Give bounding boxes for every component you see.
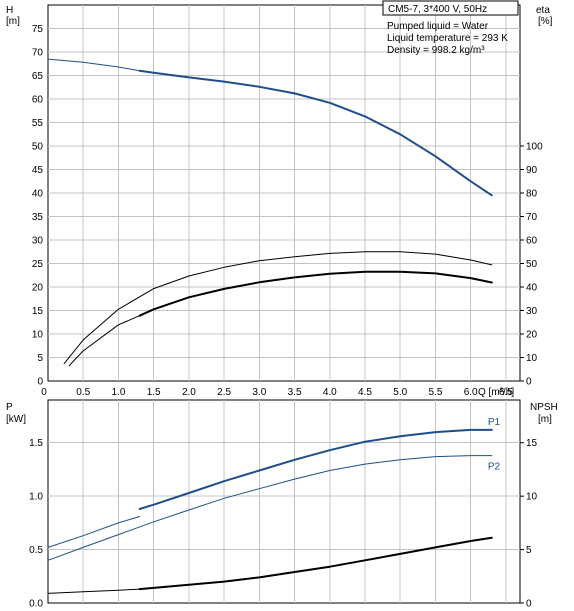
left-tick-label: 25 bbox=[32, 259, 44, 270]
series-line-0-2 bbox=[63, 251, 493, 365]
left-tick-label: 50 bbox=[32, 142, 44, 153]
left-tick-label: 75 bbox=[32, 24, 44, 35]
left-tick-label: 55 bbox=[32, 118, 44, 129]
right-tick-label: 80 bbox=[526, 189, 538, 200]
x-tick-label: 4.0 bbox=[323, 387, 337, 398]
bottom-left-axis-unit: [kW] bbox=[6, 414, 26, 425]
left-tick-label: 40 bbox=[32, 189, 44, 200]
left-tick-label: 60 bbox=[32, 95, 44, 106]
bottom-right-axis-unit: [m] bbox=[538, 414, 552, 425]
top-right-axis-label: eta bbox=[536, 5, 550, 16]
series-line-1-1 bbox=[138, 428, 493, 510]
series-line-0-0 bbox=[47, 58, 141, 72]
top-left-axis-unit: [m] bbox=[6, 16, 20, 27]
series-label-p1: P1 bbox=[488, 417, 501, 428]
x-tick-label: 6.0 bbox=[464, 387, 478, 398]
title-box bbox=[382, 0, 519, 16]
bottom-left-axis-label: P bbox=[6, 402, 13, 413]
x-axis-label: Q [m³/h] bbox=[478, 387, 514, 398]
top-series bbox=[47, 58, 493, 367]
left-tick-label: 15 bbox=[32, 306, 44, 317]
series-label-p2: P2 bbox=[488, 462, 501, 473]
left-tick-label: 0.5 bbox=[29, 545, 43, 556]
top-grid bbox=[48, 5, 520, 381]
series-line-1-3 bbox=[47, 588, 141, 594]
info-density: Density = 998.2 kg/m³ bbox=[387, 45, 485, 56]
bottom-series: P1 P2 bbox=[47, 417, 501, 594]
left-tick-label: 1.0 bbox=[29, 492, 43, 503]
bottom-plot-frame bbox=[47, 399, 521, 604]
series-line-1-0 bbox=[47, 516, 141, 548]
right-tick-label: 70 bbox=[526, 212, 538, 223]
x-tick-label: 3.5 bbox=[288, 387, 302, 398]
x-tick-label: 2.0 bbox=[182, 387, 196, 398]
bottom-tick-labels: 0.0 0.5 1.0 1.5 0 5 10 15 bbox=[29, 438, 537, 609]
x-tick-label: 1.5 bbox=[147, 387, 161, 398]
series-line-1-4 bbox=[138, 536, 493, 591]
series-line-0-4 bbox=[138, 270, 493, 317]
right-tick-label: 10 bbox=[526, 353, 538, 364]
title-box-text: CM5-7, 3*400 V, 50Hz bbox=[388, 4, 487, 15]
x-tick-label: 0 bbox=[41, 387, 47, 398]
left-tick-label: 1.5 bbox=[29, 438, 43, 449]
right-tick-label: 30 bbox=[526, 306, 538, 317]
x-tick-label: 5.5 bbox=[429, 387, 443, 398]
right-tick-label: 15 bbox=[526, 438, 538, 449]
series-line-0-3 bbox=[68, 315, 141, 367]
x-tick-label: 5.0 bbox=[393, 387, 407, 398]
top-right-axis-unit: [%] bbox=[538, 16, 553, 27]
left-tick-label: 0.0 bbox=[29, 599, 43, 610]
top-tick-labels: 0.5 1.0 1.5 2.0 2.5 3.0 3.5 4.0 4.5 5.0 5.5 6.0 6.5 0… bbox=[32, 24, 543, 398]
x-tick-label: 2.5 bbox=[217, 387, 231, 398]
right-tick-label: 60 bbox=[526, 236, 538, 247]
right-tick-label: 90 bbox=[526, 165, 538, 176]
x-tick-label: 4.5 bbox=[358, 387, 372, 398]
right-tick-label: 50 bbox=[526, 259, 538, 270]
right-tick-label: 0 bbox=[526, 599, 532, 610]
left-tick-label: 65 bbox=[32, 71, 44, 82]
info-liquid-temperature: Liquid temperature = 293 K bbox=[387, 33, 508, 44]
left-tick-label: 30 bbox=[32, 236, 44, 247]
left-tick-label: 10 bbox=[32, 330, 44, 341]
x-tick-label: 6.5 bbox=[499, 387, 513, 398]
series-line-1-2 bbox=[47, 455, 493, 561]
info-pumped-liquid: Pumped liquid = Water bbox=[387, 21, 489, 32]
right-tick-label: 10 bbox=[526, 492, 538, 503]
top-left-axis-label: H bbox=[6, 5, 13, 16]
left-tick-label: 70 bbox=[32, 48, 44, 59]
x-tick-label: 3.0 bbox=[252, 387, 266, 398]
left-tick-label: 20 bbox=[32, 283, 44, 294]
left-tick-label: 35 bbox=[32, 212, 44, 223]
right-tick-label: 40 bbox=[526, 283, 538, 294]
left-tick-label: 5 bbox=[37, 353, 43, 364]
left-tick-label: 0 bbox=[37, 377, 43, 388]
right-tick-label: 100 bbox=[526, 142, 543, 153]
right-tick-label: 20 bbox=[526, 330, 538, 341]
x-tick-label: 0.5 bbox=[76, 387, 90, 398]
right-tick-label: 0 bbox=[526, 377, 532, 388]
bottom-right-axis-label: NPSH bbox=[530, 402, 558, 413]
x-tick-label: 1.0 bbox=[111, 387, 125, 398]
right-tick-label: 5 bbox=[526, 545, 532, 556]
series-line-0-1 bbox=[138, 69, 493, 197]
bottom-grid bbox=[48, 400, 520, 603]
left-tick-label: 45 bbox=[32, 165, 44, 176]
